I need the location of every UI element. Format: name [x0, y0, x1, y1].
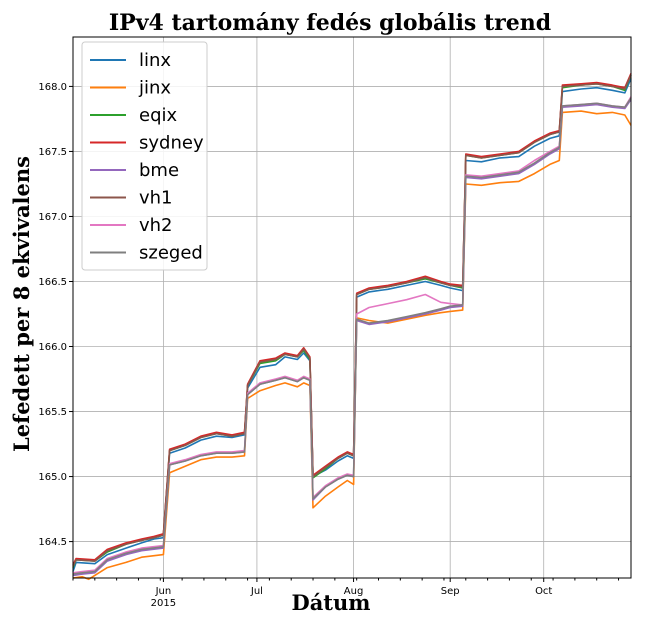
legend-label-sydney: sydney — [139, 133, 204, 154]
plot-frame — [72, 36, 632, 579]
x-tick-label: Oct — [535, 586, 552, 597]
x-tick-sublabel: 2015 — [151, 598, 176, 609]
y-tick-label: 165.5 — [38, 407, 67, 418]
series-line-vh2 — [72, 96, 632, 574]
y-tick-label: 166.0 — [38, 342, 67, 353]
legend-label-jinx: jinx — [138, 78, 171, 99]
legend: linx jinx eqix sydney bme vh1 vh2 szeged — [81, 41, 208, 271]
series-lines — [72, 73, 632, 581]
y-tick-label: 167.5 — [38, 147, 67, 158]
y-axis-label: Lefedett per 8 ekvivalens — [9, 156, 34, 452]
y-axis-ticks: 164.5 165.0 165.5 166.0 166.5 167.0 167.5 168.0 — [38, 82, 73, 548]
legend-label-szeged: szeged — [139, 243, 203, 264]
x-tick-label: Sep — [441, 586, 460, 597]
legend-label-vh1: vh1 — [139, 188, 173, 209]
legend-label-eqix: eqix — [139, 105, 178, 126]
legend-box — [81, 41, 208, 271]
x-tick-label: Jul — [250, 586, 263, 597]
x-tick-label: Jun — [155, 586, 172, 597]
y-tick-label: 167.0 — [38, 212, 67, 223]
x-axis-label: Dátum — [291, 590, 370, 615]
series-line-vh1 — [72, 74, 632, 567]
series-line-szeged — [72, 97, 632, 575]
y-tick-label: 166.5 — [38, 277, 67, 288]
x-tick-label: Aug — [344, 586, 364, 597]
y-tick-label: 165.0 — [38, 472, 67, 483]
y-tick-label: 164.5 — [38, 537, 67, 548]
legend-label-vh2: vh2 — [139, 215, 173, 236]
legend-label-linx: linx — [139, 50, 171, 71]
series-line-jinx — [72, 110, 632, 581]
legend-label-bme: bme — [139, 160, 179, 181]
y-tick-label: 168.0 — [38, 82, 67, 93]
chart-title: IPv4 tartomány fedés globális trend — [109, 10, 551, 36]
